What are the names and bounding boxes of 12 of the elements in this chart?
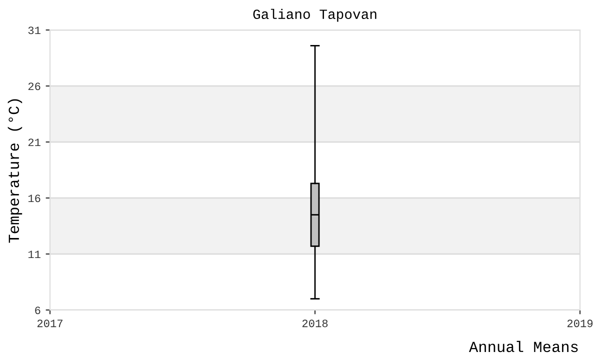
x-axis-title: Annual Means [468, 340, 578, 352]
y-tick-label: 21 [28, 138, 40, 146]
y-axis-title: Temperature (°C) [8, 99, 22, 243]
y-tick-label: 16 [28, 194, 40, 202]
y-tick-label: 26 [28, 82, 40, 90]
x-tick-label: 2018 [302, 320, 328, 328]
y-tick-label: 11 [28, 250, 40, 258]
y-tick-label: 6 [35, 306, 40, 314]
y-tick-label: 31 [28, 26, 40, 34]
chart-title: Galiano Tapovan [253, 8, 376, 22]
x-tick-label: 2017 [37, 320, 62, 328]
x-tick-label: 2019 [567, 320, 593, 328]
